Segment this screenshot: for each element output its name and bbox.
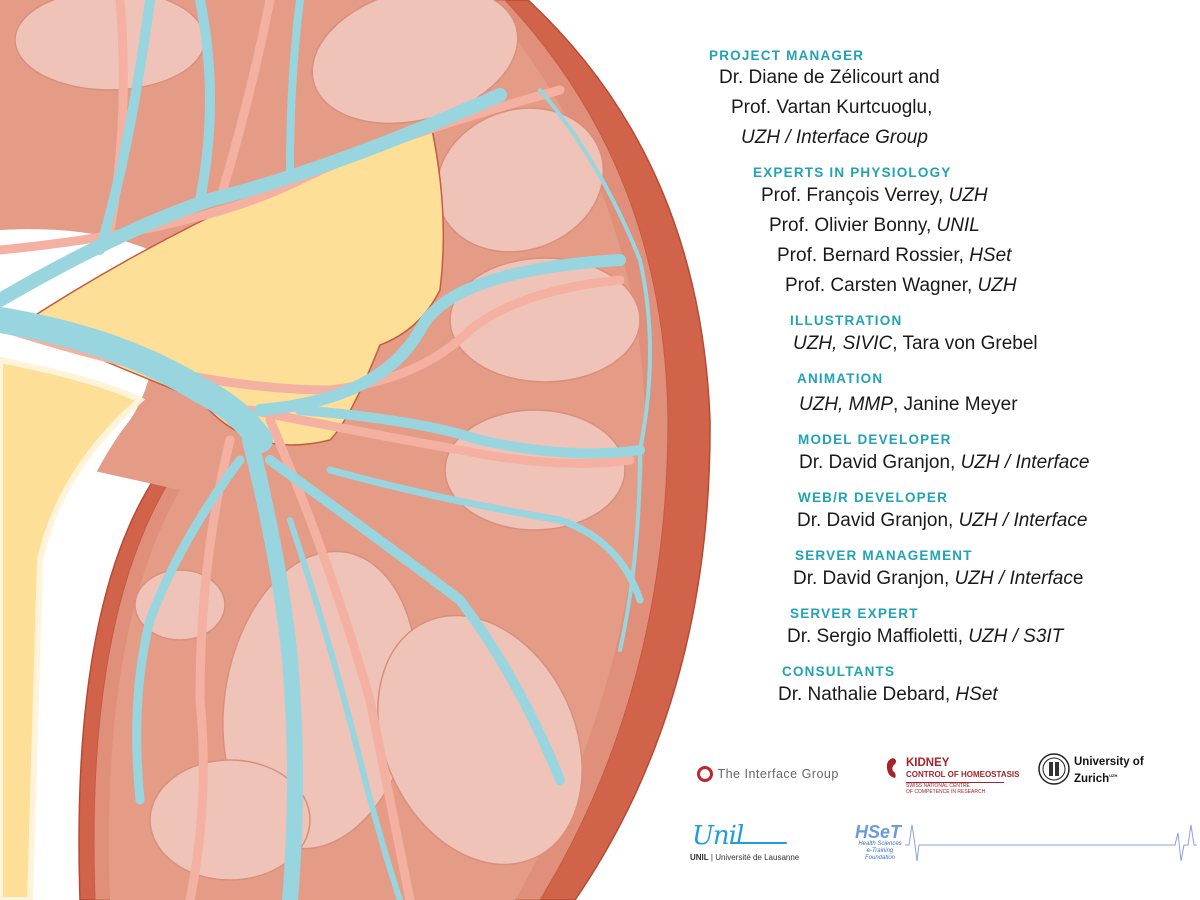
credit-line: UZH, SIVIC, Tara von Grebel [793, 333, 1038, 355]
credit-name: Dr. David Granjon, [797, 510, 959, 531]
veins [0, 0, 652, 900]
credit-name: Prof. Olivier Bonny, [769, 215, 937, 236]
credit-affiliation: UZH / Interface [960, 452, 1090, 473]
credit-affiliation: UZH / Interface [958, 510, 1088, 531]
credit-heading: SERVER EXPERT [790, 606, 919, 621]
credit-affiliation: HSet [955, 684, 998, 705]
interface-logo-text: The Interface Group [717, 766, 839, 781]
uzh-name-line2: Zurich [1074, 772, 1110, 785]
kidney-logo-icon [886, 758, 897, 778]
credit-line: Dr. Diane de Zélicourt and [719, 67, 940, 89]
credit-affiliation: UZH / Interface Group [741, 127, 928, 148]
credit-affiliation: UZH [948, 185, 988, 206]
credit-affiliation: UZH / Interfac [954, 568, 1073, 589]
credit-name: Dr. Nathalie Debard, [778, 684, 956, 705]
credit-heading: MODEL DEVELOPER [798, 432, 952, 447]
hset-name: HSeT [855, 822, 902, 842]
credit-heading: ILLUSTRATION [790, 313, 903, 328]
kidney-illustration [0, 0, 711, 900]
credit-name: e [1072, 568, 1084, 589]
credit-name: , Janine Meyer [892, 394, 1018, 415]
credit-line: Dr. David Granjon, UZH / Interface [797, 510, 1087, 532]
unil-rest: | Université de Lausanne [708, 853, 800, 862]
logo-hset: HSeT Health Sciences e-Training Foundati… [855, 822, 1197, 862]
credit-name: Dr. David Granjon, [793, 568, 955, 589]
credit-heading: SERVER MANAGEMENT [795, 548, 973, 563]
credit-line: Prof. François Verrey, UZH [761, 185, 988, 207]
hset-line1: Health Sciences [858, 841, 902, 847]
credit-line: Prof. Bernard Rossier, HSet [777, 245, 1011, 267]
uzh-name-line1: University of [1074, 756, 1144, 768]
credit-affiliation: HSet [969, 245, 1012, 266]
hset-line2: e-Training [866, 848, 894, 854]
logo-unil: Unil UNIL | Université de Lausanne [690, 821, 800, 862]
credit-line: Prof. Vartan Kurtcuoglu, [731, 97, 932, 119]
unil-bold: UNIL [690, 853, 709, 862]
credit-line: Dr. Nathalie Debard, HSet [778, 684, 998, 706]
credit-name: Dr. Sergio Maffioletti, [787, 626, 969, 647]
kidney-logo-small1: SWISS NATIONAL CENTRE [906, 783, 970, 789]
kidney-logo-title: KIDNEY [906, 757, 950, 769]
credit-name: Prof. Vartan Kurtcuoglu, [731, 97, 933, 118]
logo-interface-group: The Interface Group [697, 765, 839, 783]
credit-name: Prof. Bernard Rossier, [777, 245, 970, 266]
credit-line: UZH / Interface Group [741, 127, 928, 149]
credit-line: Dr. Sergio Maffioletti, UZH / S3IT [787, 626, 1063, 648]
ureter [0, 356, 146, 900]
credit-heading: EXPERTS IN PHYSIOLOGY [753, 165, 952, 180]
renal-pyramids [14, 0, 641, 881]
credit-name: Prof. Carsten Wagner, [785, 275, 978, 296]
unil-script: Unil [692, 821, 744, 851]
ecg-line-icon [905, 824, 1197, 862]
credit-affiliation: UZH, SIVIC [793, 333, 893, 354]
credit-name: Prof. François Verrey, [761, 185, 949, 206]
credit-affiliation: UZH, MMP [799, 394, 893, 415]
hset-line3: Foundation [864, 855, 896, 861]
credit-heading: PROJECT MANAGER [709, 48, 865, 63]
credit-line: Dr. David Granjon, UZH / Interface [793, 568, 1083, 590]
credit-name: , Tara von Grebel [892, 333, 1038, 354]
credit-heading: CONSULTANTS [782, 664, 896, 679]
credit-line: Prof. Carsten Wagner, UZH [785, 275, 1017, 297]
credit-name: Dr. Diane de Zélicourt and [719, 67, 940, 88]
uzh-seal-icon [1038, 753, 1070, 785]
kidney-logo-subtitle: CONTROL OF HOMEOSTASIS [906, 770, 1020, 779]
credit-heading: WEB/R DEVELOPER [798, 490, 949, 505]
credit-affiliation: UNIL [936, 215, 980, 236]
credit-line: UZH, MMP, Janine Meyer [799, 394, 1018, 416]
credit-line: Prof. Olivier Bonny, UNIL [769, 215, 980, 237]
credit-heading: ANIMATION [797, 371, 884, 386]
kidney-logo-small2: OF COMPETENCE IN RESEARCH [906, 789, 986, 795]
credit-name: Dr. David Granjon, [799, 452, 961, 473]
credit-affiliation: UZH [977, 275, 1017, 296]
interface-logo-icon [697, 765, 713, 782]
credit-affiliation: UZH / S3IT [968, 626, 1064, 647]
credit-line: Dr. David Granjon, UZH / Interface [799, 452, 1089, 474]
uzh-sup: UZH [1109, 773, 1118, 778]
